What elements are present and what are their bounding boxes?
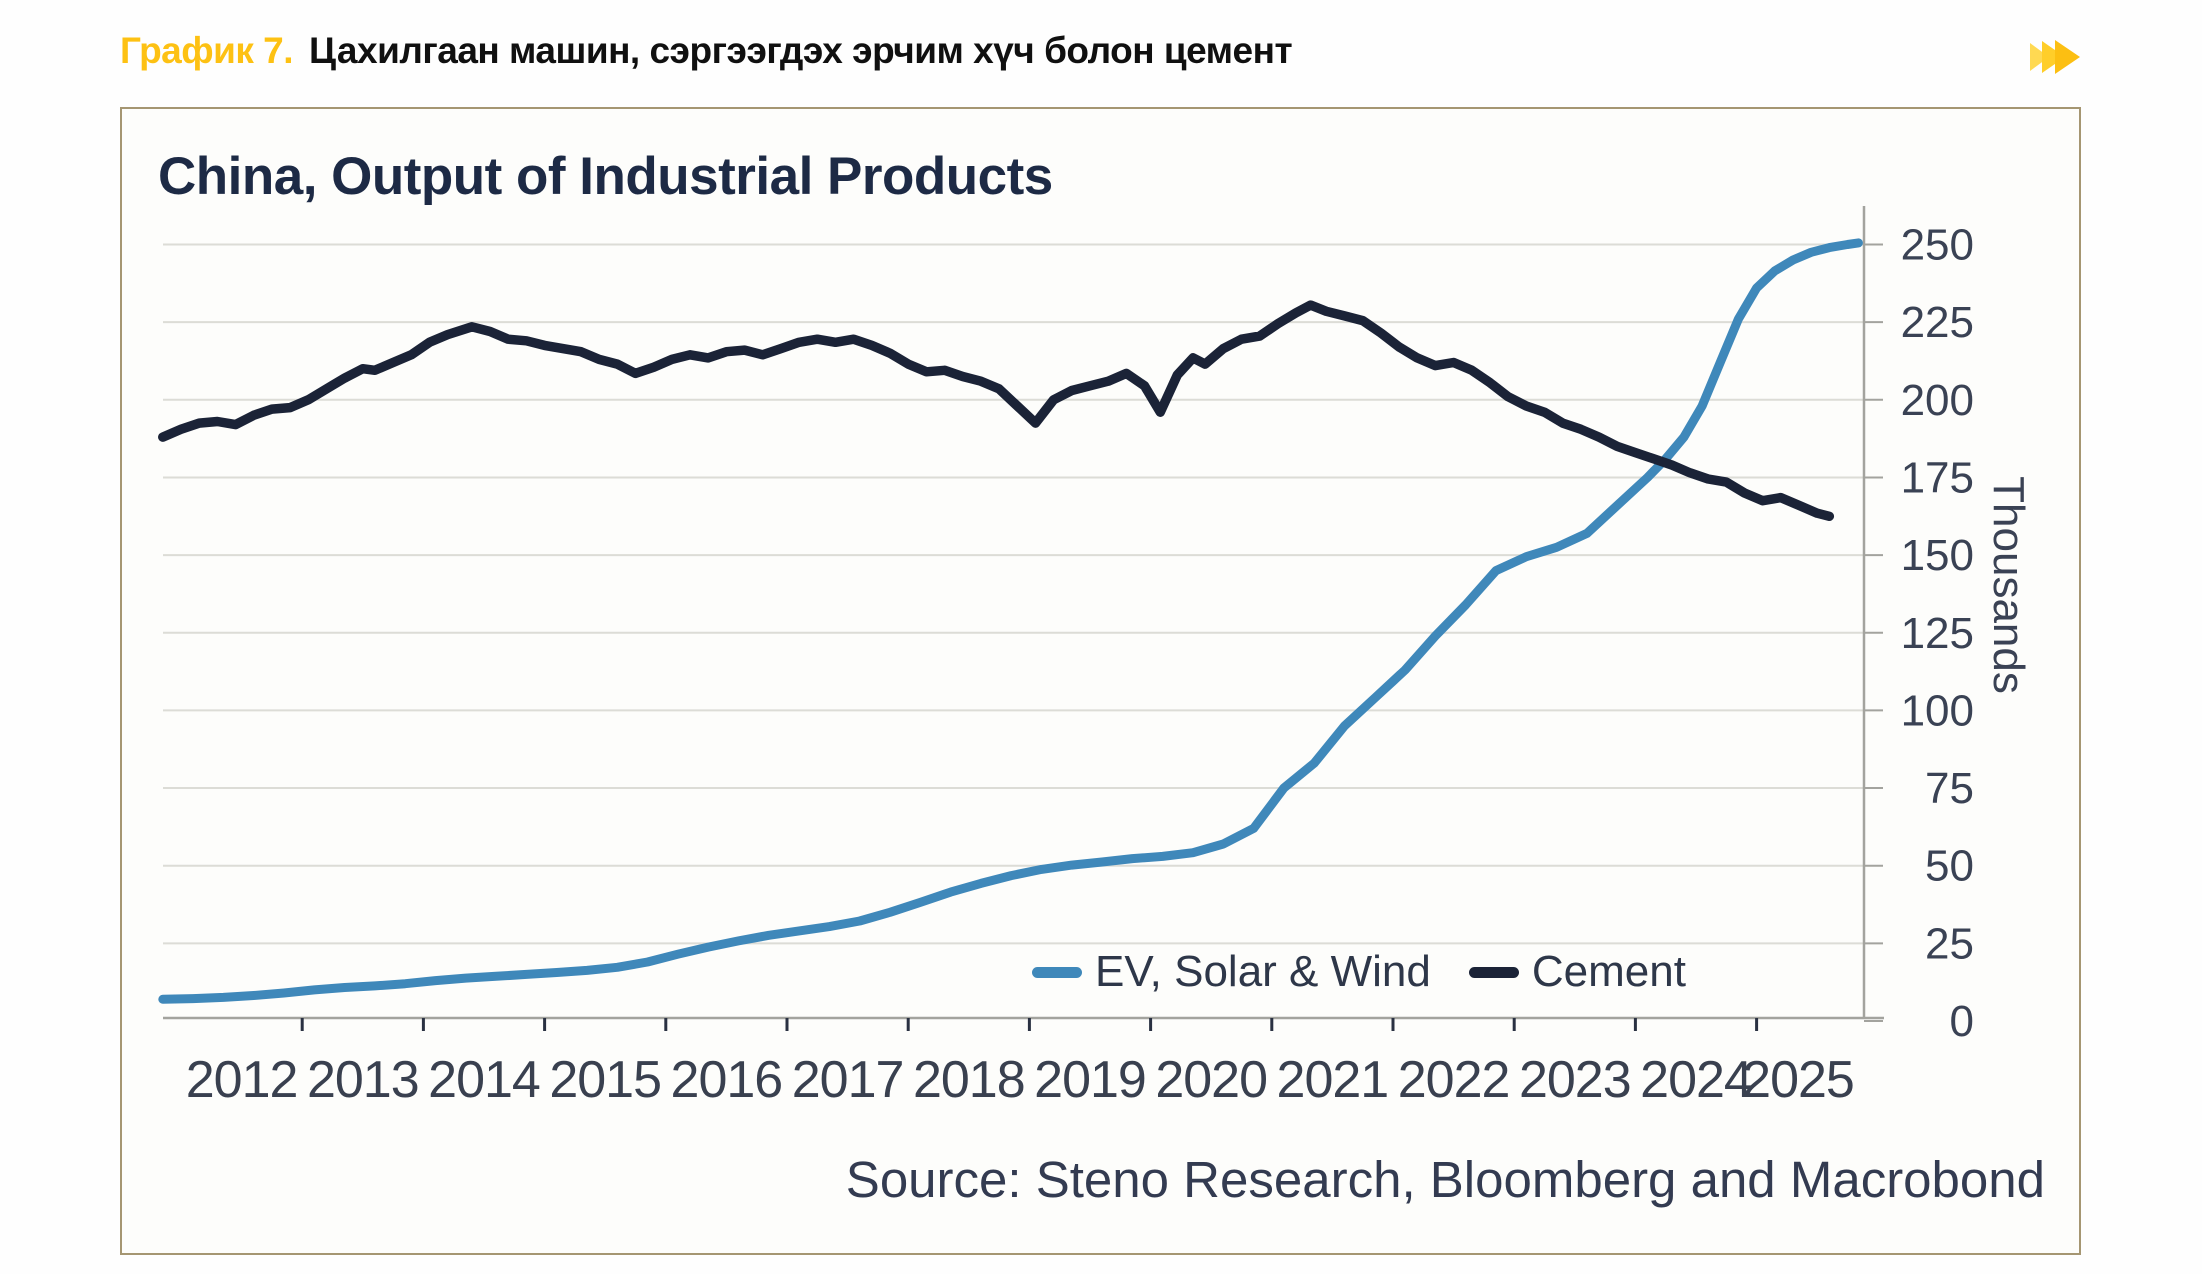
chart-title: China, Output of Industrial Products — [158, 147, 1053, 206]
legend-label-cement: Cement — [1531, 947, 1686, 996]
chart-frame — [120, 107, 2081, 1255]
fast-forward-icon — [2030, 40, 2080, 79]
y-axis-title: Thousands — [1984, 476, 2033, 694]
chart-legend: EV, Solar & Wind Cement — [1032, 942, 1686, 1002]
figure-title: Цахилгаан машин, сэргээгдэх эрчим хүч бо… — [309, 30, 1293, 71]
source-attribution: Source: Steno Research, Bloomberg and Ma… — [845, 1151, 2045, 1208]
figure-header: График 7. Цахилгаан машин, сэргээгдэх эр… — [120, 30, 1293, 72]
figure-number: График 7. — [120, 30, 294, 71]
legend-swatch-cement — [1468, 966, 1519, 978]
legend-swatch-ev-solar-wind — [1032, 966, 1082, 978]
legend-label-ev-solar-wind: EV, Solar & Wind — [1095, 947, 1431, 996]
